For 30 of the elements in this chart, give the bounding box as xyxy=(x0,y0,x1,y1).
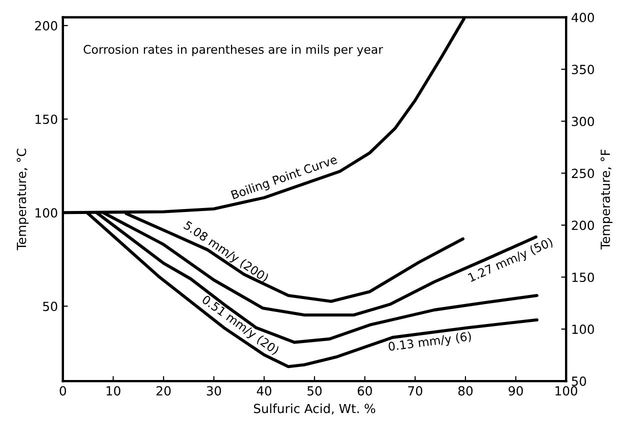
x-tick-label: 70 xyxy=(408,386,422,396)
text: 0.13 mm/y (6) xyxy=(388,331,472,354)
x-tick-label: 10 xyxy=(106,386,120,396)
x-axis-title: Sulfuric Acid, Wt. % xyxy=(254,404,376,415)
x-tick-label: 0 xyxy=(60,386,66,396)
y2-tick-label: 350 xyxy=(572,64,594,74)
x-tick-label: 60 xyxy=(358,386,372,396)
y-tick-label: 100 xyxy=(36,208,58,218)
y2-axis-title: Temperature, °F xyxy=(600,150,612,250)
x-tick-label: 90 xyxy=(508,386,523,396)
y-axis-title: Temperature, °C xyxy=(16,148,29,250)
x-tick-label: 40 xyxy=(256,386,272,396)
x-tick-label: 80 xyxy=(458,386,473,396)
text: Boiling Point Curve xyxy=(230,154,338,202)
y2-tick-label: 100 xyxy=(572,324,594,334)
x-tick-label: 50 xyxy=(308,386,322,396)
y-tick-label: 50 xyxy=(43,302,58,312)
x-tick-label: 100 xyxy=(556,386,578,396)
x-tick-label: 30 xyxy=(206,386,221,396)
annotation: Corrosion rates in parentheses are in mils per year xyxy=(84,44,384,56)
y2-tick-label: 300 xyxy=(572,116,594,126)
text: 1.27 mm/y (50) xyxy=(468,237,554,284)
x-tick-label: 20 xyxy=(156,386,171,396)
y2-tick-label: 400 xyxy=(572,12,594,22)
y-tick-label: 150 xyxy=(36,114,58,124)
y2-tick-label: 50 xyxy=(572,376,586,386)
y2-tick-label: 200 xyxy=(572,220,594,230)
y2-tick-label: 250 xyxy=(572,168,594,178)
y-tick-label: 200 xyxy=(35,21,58,30)
y2-tick-label: 150 xyxy=(572,272,594,282)
